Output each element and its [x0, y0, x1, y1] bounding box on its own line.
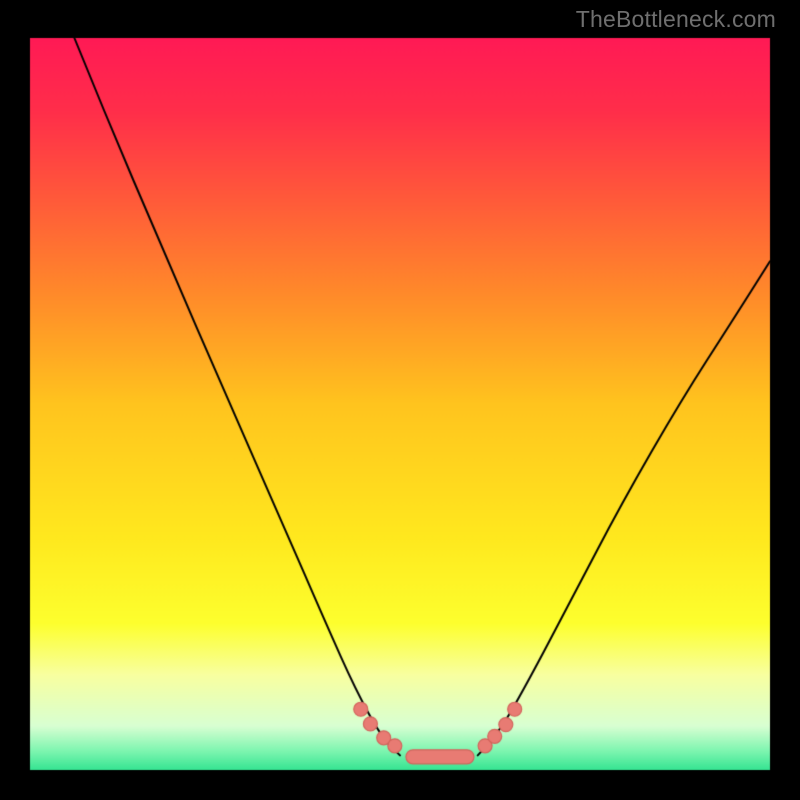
v-curve-overlay [0, 0, 800, 800]
watermark-text: TheBottleneck.com [576, 6, 776, 33]
chart-stage: TheBottleneck.com [0, 0, 800, 800]
